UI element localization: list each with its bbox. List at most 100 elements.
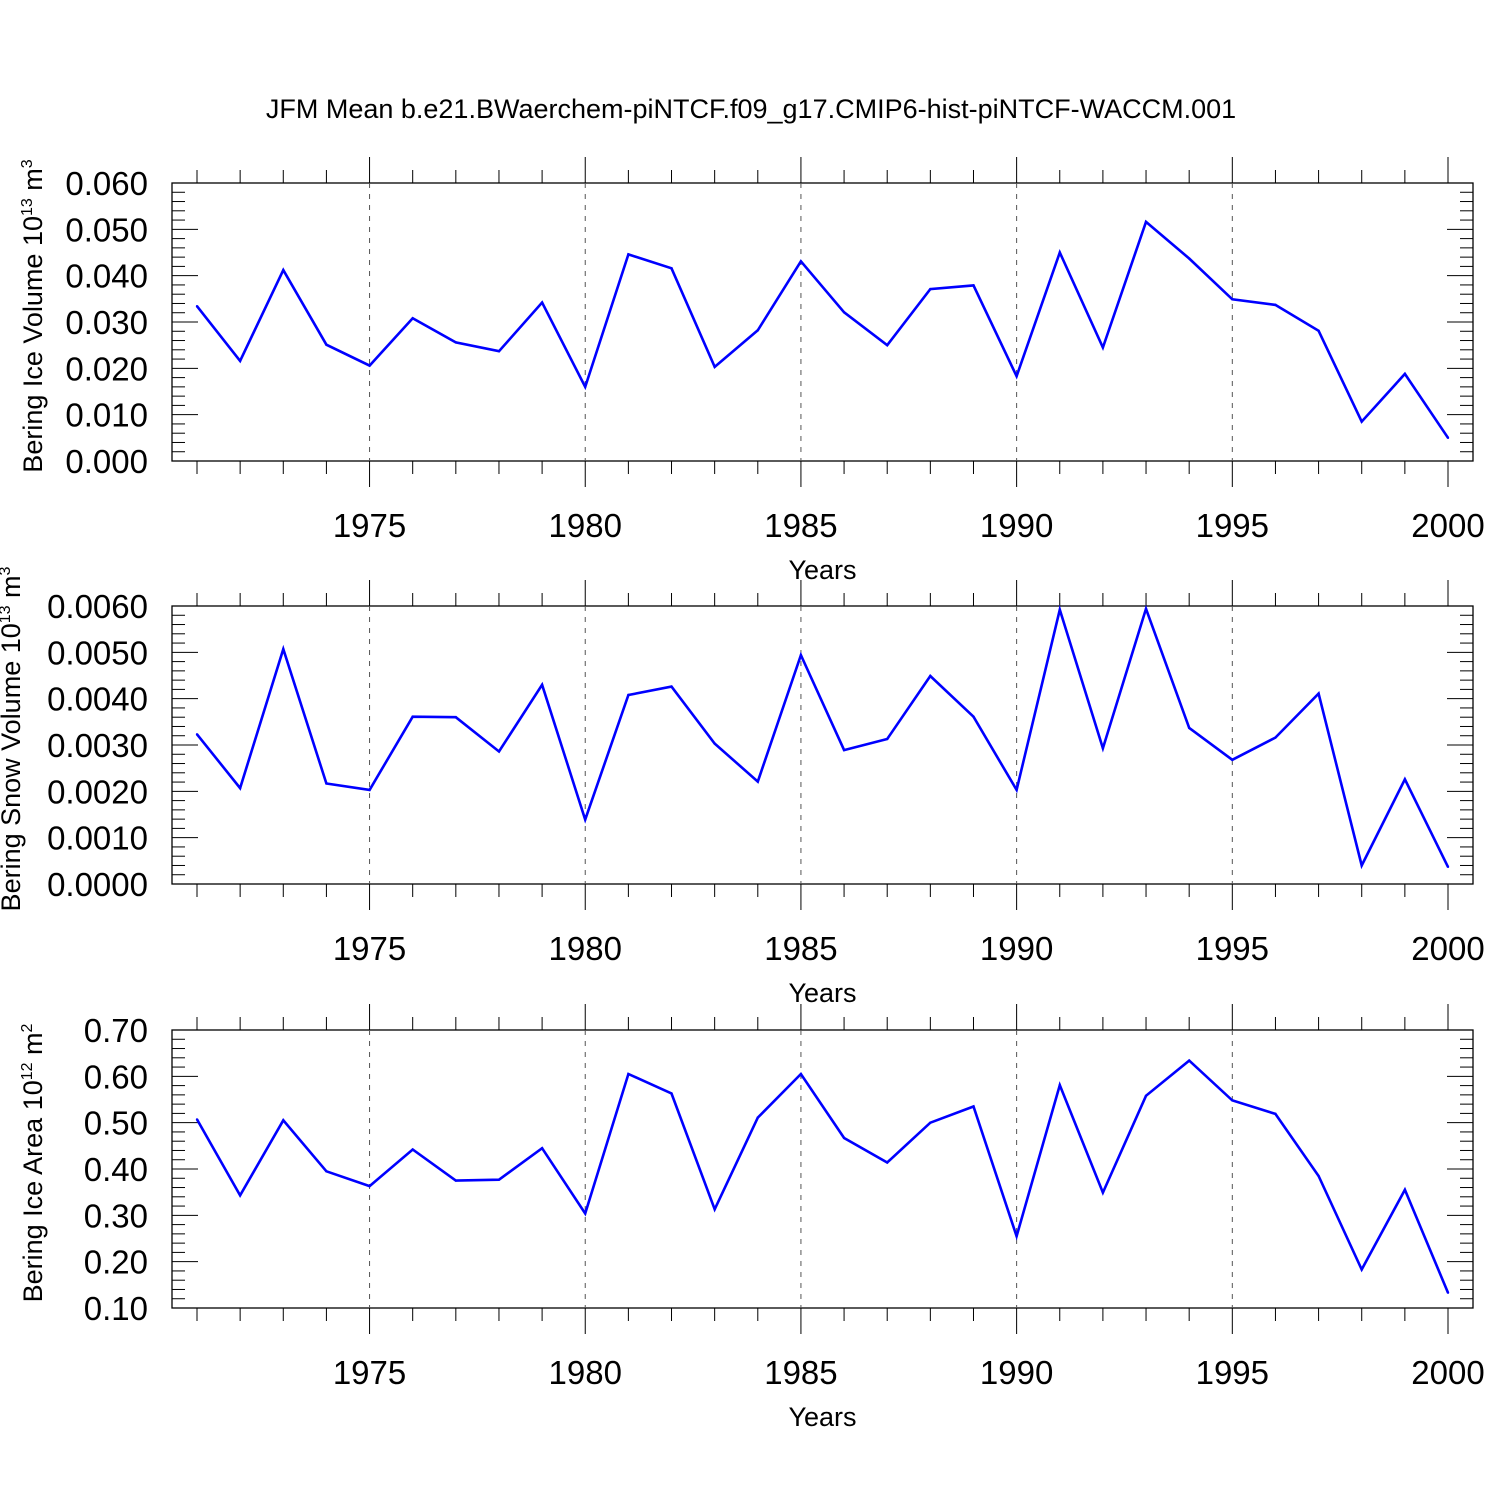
chart-panel-1: 0.000 0.010 0.020 0.030 0.040 0.050 0.060 1975 1… [18, 157, 1485, 585]
data-point [454, 716, 458, 719]
data-point [1101, 1191, 1105, 1194]
x-tick-label: 1980 [549, 1354, 622, 1391]
data-point [799, 1072, 803, 1076]
y-axis-label: Bering Ice Volume 1013 m3 [18, 159, 48, 472]
data-point [1403, 1188, 1407, 1192]
y-axis-label: Bering Ice Area 1012 m2 [18, 1023, 48, 1302]
data-point [756, 1116, 759, 1119]
data-point [238, 1194, 242, 1197]
data-point [540, 683, 544, 686]
data-point [368, 364, 371, 367]
x-tick-label: 1990 [980, 507, 1053, 544]
data-point [411, 715, 414, 718]
data-point [1317, 692, 1320, 695]
x-axis-label: Years [788, 555, 856, 585]
y-axis-label-text: Bering Ice Area 10 [18, 1080, 48, 1302]
x-axis-label: Years [788, 1402, 856, 1432]
y-axis-label-superscript: 3 [19, 159, 36, 168]
data-point [670, 685, 673, 688]
y-tick-label: 0.040 [65, 258, 148, 295]
data-point [1058, 1083, 1061, 1087]
data-point [886, 1161, 889, 1164]
y-axis-label-text: m [0, 575, 26, 605]
x-tick-label: 1995 [1196, 1354, 1269, 1391]
plot-frame [171, 182, 1474, 462]
data-point [670, 1092, 673, 1095]
y-axis-label-text: m [18, 1032, 48, 1062]
data-point [627, 253, 630, 256]
data-point [713, 1208, 716, 1211]
data-point [454, 1179, 458, 1182]
data-point [756, 780, 759, 783]
y-tick-label: 0.010 [65, 397, 148, 434]
x-tick-label: 2000 [1411, 1354, 1484, 1391]
data-point [1403, 372, 1407, 376]
y-axis-label: Bering Snow Volume 1013 m3 [0, 566, 26, 911]
y-axis-label-text: m [18, 168, 48, 198]
data-point [1231, 758, 1234, 762]
x-tick-label: 1990 [980, 1354, 1053, 1391]
data-point [886, 343, 889, 347]
x-axis-label: Years [788, 978, 856, 1008]
y-tick-label: 0.030 [65, 304, 148, 341]
y-tick-label: 0.060 [65, 165, 148, 202]
x-tick-label: 1980 [549, 507, 622, 544]
data-point [282, 647, 285, 651]
data-point [1403, 778, 1407, 781]
y-tick-label: 0.050 [65, 211, 148, 248]
data-point [282, 268, 285, 272]
data-line [195, 604, 1450, 870]
data-point [842, 1136, 846, 1140]
y-tick-label: 0.0020 [47, 773, 148, 810]
y-tick-label: 0.50 [84, 1105, 148, 1142]
plot-frame [171, 1029, 1474, 1309]
data-point [1360, 420, 1363, 423]
y-axis-label-superscript: 13 [0, 605, 14, 623]
data-point [713, 365, 716, 369]
y-tick-label: 0.10 [84, 1290, 148, 1327]
data-line [195, 1058, 1450, 1294]
data-point [325, 782, 328, 785]
data-point [627, 693, 630, 697]
data-point [1187, 1059, 1191, 1062]
y-axis-label-text: Bering Ice Volume 10 [18, 216, 48, 473]
x-tick-label: 1985 [764, 1354, 837, 1391]
data-point [972, 1105, 975, 1108]
data-point [584, 818, 587, 821]
y-axis-label-superscript: 3 [0, 566, 14, 575]
y-axis-label-text: Bering Snow Volume 10 [0, 623, 26, 911]
y-axis-label-superscript: 2 [19, 1023, 36, 1032]
y-tick-label: 0.20 [84, 1244, 148, 1281]
plot-frame [171, 605, 1474, 885]
x-tick-label: 1980 [549, 930, 622, 967]
data-point [1015, 788, 1018, 792]
data-point [540, 301, 544, 304]
data-point [195, 305, 199, 308]
y-tick-label: 0.60 [84, 1058, 148, 1095]
data-point [1187, 257, 1191, 260]
data-point [1101, 346, 1105, 349]
chart-panel-3: 0.10 0.20 0.30 0.40 0.50 0.60 0.70 1975 1980 1985… [18, 1004, 1485, 1432]
data-point [454, 341, 458, 344]
data-point [1058, 251, 1061, 254]
data-point [713, 742, 716, 745]
y-tick-label: 0.70 [84, 1012, 148, 1049]
data-point [886, 737, 889, 741]
data-point [1317, 1174, 1320, 1178]
data-point [1144, 1094, 1148, 1097]
data-point [497, 1178, 501, 1181]
y-axis-label-superscript: 12 [19, 1062, 36, 1080]
data-point [325, 343, 328, 346]
data-point [929, 1121, 932, 1124]
data-point [1101, 747, 1105, 750]
y-tick-label: 0.020 [65, 350, 148, 387]
data-point [1317, 329, 1320, 333]
data-point [1144, 607, 1148, 610]
data-point [1231, 1099, 1234, 1102]
data-point [1360, 1268, 1363, 1271]
data-point [1015, 1234, 1018, 1238]
figure-title: JFM Mean b.e21.BWaerchem-piNTCF.f09_g17.… [266, 94, 1236, 124]
y-tick-label: 0.0030 [47, 727, 148, 764]
data-point [972, 284, 975, 287]
